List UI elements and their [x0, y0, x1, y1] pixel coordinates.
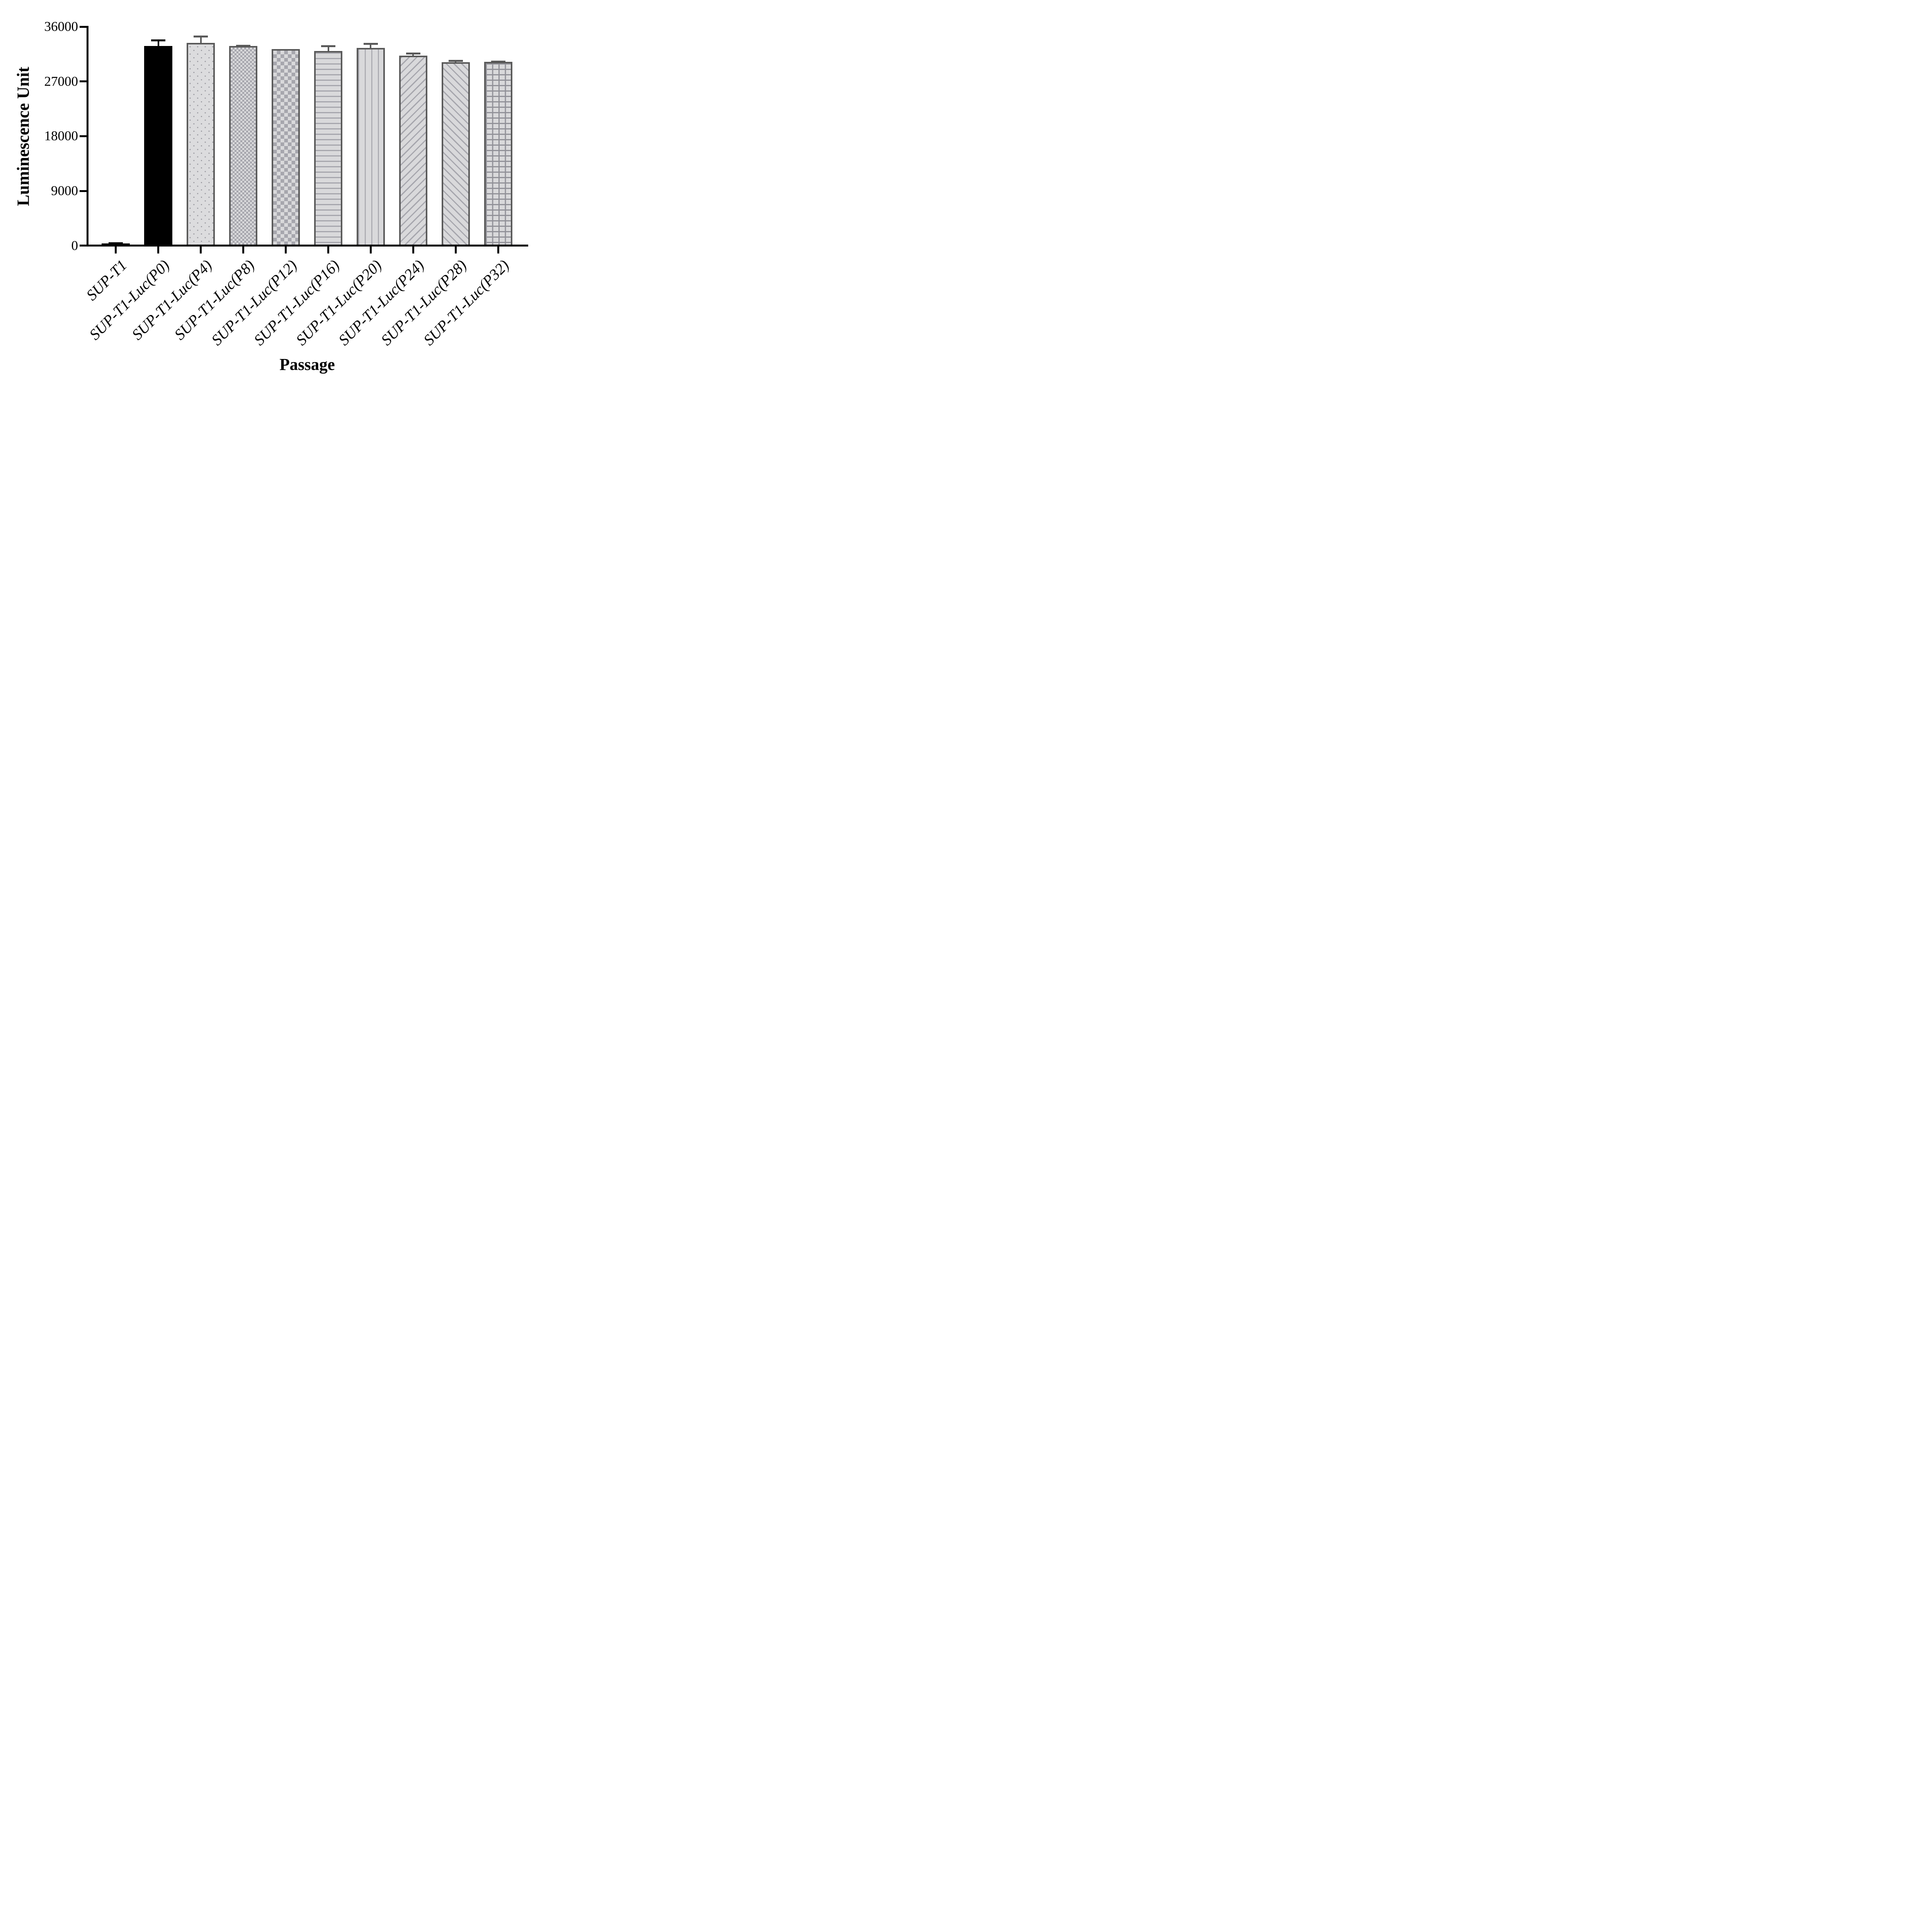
- y-tick-label-0: 0: [71, 238, 78, 253]
- y-tick-mark-0: [80, 245, 87, 247]
- error-bar-cap-sup-t1-luc-p20: [363, 43, 378, 45]
- error-bar-whisker-sup-t1-luc-p16: [327, 46, 329, 54]
- error-bar-cap-sup-t1-luc-p8: [236, 44, 251, 47]
- bar-sup-t1-luc-p0: [144, 46, 173, 247]
- y-tick-label-27000: 27000: [44, 73, 78, 89]
- x-tick-mark-sup-t1-luc-p12: [285, 247, 287, 254]
- x-tick-mark-sup-t1: [115, 247, 117, 254]
- y-tick-mark-27000: [80, 80, 87, 83]
- y-tick-mark-36000: [80, 26, 87, 28]
- luminescence-bar-chart-figure: Luminescence Unit Passage 0 9000 18000 2700…: [0, 0, 552, 387]
- bar-sup-t1-luc-p20: [356, 48, 385, 247]
- x-axis-title: Passage: [279, 355, 335, 374]
- x-tick-mark-sup-t1-luc-p24: [412, 247, 414, 254]
- y-axis-line: [87, 26, 88, 247]
- bar-sup-t1-luc-p32: [484, 62, 512, 247]
- x-axis-line: [87, 245, 528, 247]
- bar-sup-t1-luc-p28: [441, 62, 470, 247]
- bar-sup-t1-luc-p24: [399, 55, 427, 247]
- error-bar-cap-sup-t1: [109, 242, 123, 245]
- x-tick-mark-sup-t1-luc-p28: [454, 247, 457, 254]
- error-bar-cap-sup-t1-luc-p0: [151, 39, 166, 41]
- error-bar-cap-sup-t1-luc-p4: [194, 35, 208, 37]
- y-tick-mark-18000: [80, 135, 87, 137]
- x-tick-mark-sup-t1-luc-p20: [369, 247, 372, 254]
- x-tick-mark-sup-t1-luc-p4: [200, 247, 202, 254]
- bar-sup-t1-luc-p4: [187, 43, 215, 247]
- bar-sup-t1-luc-p12: [272, 49, 300, 247]
- error-bar-cap-sup-t1-luc-p32: [491, 61, 505, 63]
- x-tick-mark-sup-t1-luc-p16: [327, 247, 329, 254]
- error-bar-cap-sup-t1-luc-p16: [321, 45, 335, 48]
- error-bar-whisker-sup-t1-luc-p20: [370, 43, 372, 51]
- bar-sup-t1-luc-p16: [314, 51, 342, 247]
- error-bar-cap-sup-t1-luc-p28: [448, 60, 463, 62]
- error-bar-whisker-sup-t1-luc-p0: [157, 40, 159, 49]
- bar-sup-t1-luc-p8: [229, 46, 258, 247]
- error-bar-cap-sup-t1-luc-p24: [406, 53, 420, 55]
- x-tick-mark-sup-t1-luc-p32: [497, 247, 499, 254]
- y-tick-label-18000: 18000: [44, 128, 78, 144]
- error-bar-whisker-sup-t1-luc-p4: [200, 36, 202, 46]
- y-tick-label-9000: 9000: [51, 183, 78, 199]
- x-tick-mark-sup-t1-luc-p0: [157, 247, 160, 254]
- y-tick-mark-9000: [80, 190, 87, 192]
- x-tick-mark-sup-t1-luc-p8: [242, 247, 245, 254]
- y-tick-label-36000: 36000: [44, 19, 78, 34]
